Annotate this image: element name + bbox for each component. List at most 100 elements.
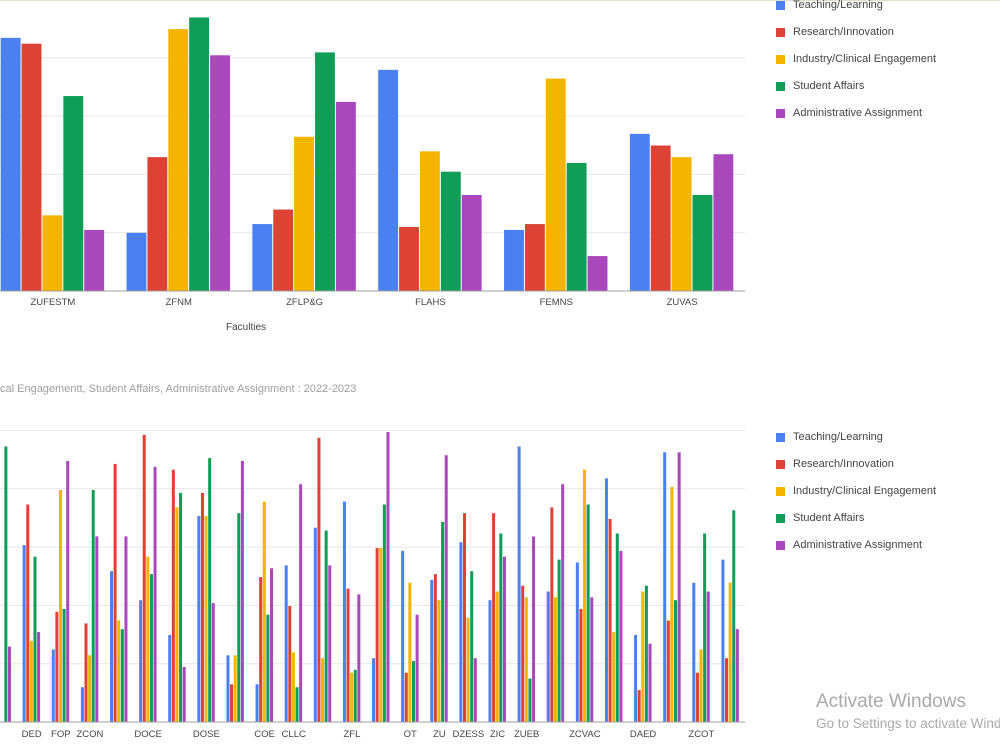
bar bbox=[142, 434, 146, 722]
legend-swatch bbox=[776, 1, 785, 10]
legend-item[interactable]: Teaching/Learning bbox=[776, 0, 936, 26]
legend-item[interactable]: Student Affairs bbox=[776, 80, 936, 107]
bar bbox=[63, 96, 84, 291]
bar bbox=[382, 504, 386, 722]
bar bbox=[240, 461, 244, 722]
legend-swatch bbox=[776, 82, 785, 91]
bar bbox=[42, 215, 63, 291]
legend-swatch bbox=[776, 109, 785, 118]
x-tick-label: ZUFESTM bbox=[30, 297, 75, 308]
bar bbox=[91, 490, 95, 722]
x-tick-label: DOSE bbox=[193, 729, 220, 740]
x-tick-label: COE bbox=[254, 729, 275, 740]
legend-swatch bbox=[776, 433, 785, 442]
bar bbox=[615, 533, 619, 722]
legend-label: Teaching/Learning bbox=[793, 431, 883, 443]
bar bbox=[648, 643, 652, 722]
x-tick-label: ZFL bbox=[343, 729, 360, 740]
bar bbox=[634, 635, 638, 722]
bar bbox=[346, 588, 350, 722]
x-tick-label: CLLC bbox=[282, 729, 306, 740]
bar bbox=[492, 513, 496, 722]
bar bbox=[644, 585, 648, 722]
bar bbox=[637, 690, 641, 722]
x-tick-label: DZESS bbox=[453, 729, 485, 740]
bar bbox=[294, 136, 315, 291]
legend-swatch bbox=[776, 460, 785, 469]
bar bbox=[703, 533, 707, 722]
bar bbox=[372, 658, 376, 722]
bar bbox=[532, 536, 536, 722]
bar bbox=[197, 516, 201, 722]
legend-item[interactable]: Administrative Assignment bbox=[776, 539, 936, 566]
bar bbox=[378, 69, 399, 291]
bar bbox=[168, 29, 189, 291]
bar bbox=[211, 603, 215, 722]
bar bbox=[328, 565, 332, 722]
bar bbox=[462, 513, 466, 722]
bar bbox=[29, 640, 33, 722]
bar bbox=[262, 501, 266, 722]
bar bbox=[37, 632, 41, 722]
faculty-bar-chart: ZUFESTM ZFNM ZFLP&G FLAHS FEMNS ZUVAS Facultie… bbox=[0, 17, 745, 333]
bar bbox=[521, 585, 525, 722]
bar bbox=[545, 78, 566, 291]
bar bbox=[440, 171, 461, 291]
legend-swatch bbox=[776, 541, 785, 550]
legend-swatch bbox=[776, 28, 785, 37]
legend-item[interactable]: Research/Innovation bbox=[776, 458, 936, 485]
legend-item[interactable]: Administrative Assignment bbox=[776, 107, 936, 134]
bar bbox=[189, 17, 210, 292]
bar bbox=[26, 504, 30, 722]
x-tick-label: ZFLP&G bbox=[286, 297, 323, 308]
bar bbox=[612, 632, 616, 722]
bar bbox=[444, 455, 448, 722]
bar bbox=[146, 556, 150, 722]
bar bbox=[401, 550, 405, 722]
bar bbox=[291, 652, 295, 722]
legend-label: Industry/Clinical Engagement bbox=[793, 485, 937, 497]
watermark-title: Activate Windows bbox=[816, 691, 966, 712]
bar bbox=[321, 658, 325, 722]
bar bbox=[139, 600, 143, 722]
bar bbox=[619, 550, 623, 722]
bar bbox=[550, 507, 554, 722]
bar bbox=[713, 154, 734, 291]
bar bbox=[153, 466, 157, 722]
bar bbox=[175, 507, 179, 722]
activate-windows-watermark: Activate Windows Go to Settings to activ… bbox=[816, 690, 1000, 734]
legend-item[interactable]: Research/Innovation bbox=[776, 26, 936, 53]
bar bbox=[315, 52, 335, 291]
bar bbox=[62, 608, 66, 722]
bar bbox=[583, 469, 587, 722]
bar bbox=[88, 655, 92, 722]
bar bbox=[699, 649, 703, 722]
legend-item[interactable]: Industry/Clinical Engagement bbox=[776, 53, 936, 80]
x-tick-label: ZUVAS bbox=[667, 297, 698, 308]
bar bbox=[399, 226, 419, 291]
bar bbox=[470, 571, 474, 722]
legend-label: Student Affairs bbox=[793, 80, 865, 92]
legend-label: Teaching/Learning bbox=[793, 0, 883, 11]
bar bbox=[324, 530, 328, 722]
legend-item[interactable]: Teaching/Learning bbox=[776, 431, 936, 458]
bar bbox=[663, 452, 667, 722]
legend-swatch bbox=[776, 514, 785, 523]
legend-item[interactable]: Industry/Clinical Engagement bbox=[776, 485, 936, 512]
bar bbox=[721, 559, 725, 722]
bar bbox=[317, 437, 321, 722]
bar bbox=[84, 623, 88, 722]
bar bbox=[590, 597, 594, 722]
legend-item[interactable]: Student Affairs bbox=[776, 512, 936, 539]
bar bbox=[80, 687, 84, 722]
bar bbox=[171, 469, 175, 722]
bar bbox=[350, 672, 354, 722]
bar bbox=[629, 133, 650, 291]
bar bbox=[557, 559, 561, 722]
bar bbox=[270, 568, 274, 722]
bar bbox=[459, 542, 463, 722]
bar bbox=[608, 519, 612, 722]
bar bbox=[604, 478, 608, 722]
x-tick-label: FOP bbox=[51, 729, 71, 740]
bar bbox=[579, 608, 583, 722]
